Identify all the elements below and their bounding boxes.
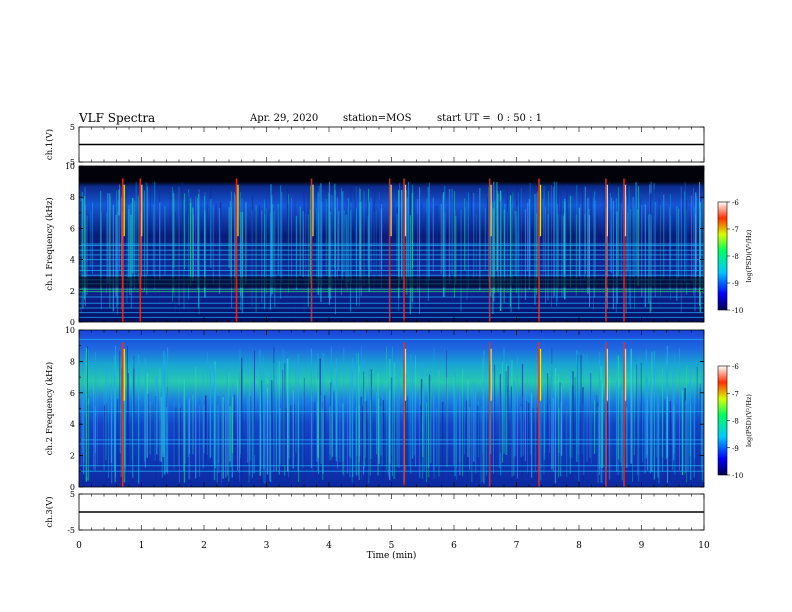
colorbar-tick-label: -7 <box>732 226 739 234</box>
x-tick-label: 5 <box>389 541 395 551</box>
y-tick-label: 5 <box>70 490 75 499</box>
y-tick-label: 10 <box>65 326 75 335</box>
station-label: station=MOS <box>343 113 412 124</box>
colorbar-tick-label: -10 <box>732 307 743 315</box>
colorbar-label: log(PSD)(V²/Hz) <box>745 229 753 282</box>
colorbar <box>717 365 728 476</box>
figure-title: VLF Spectra <box>79 111 156 125</box>
colorbar-tick-label: -6 <box>732 363 739 371</box>
x-tick-label: 2 <box>201 541 207 551</box>
colorbar-tick-label: -8 <box>732 418 739 426</box>
x-tick-label: 6 <box>451 541 457 551</box>
colorbar-tick-label: -7 <box>732 390 739 398</box>
date-label: Apr. 29, 2020 <box>250 113 319 124</box>
y-tick-label: 2 <box>70 287 75 296</box>
colorbar-tick-label: -8 <box>732 253 739 261</box>
y-tick-label: 6 <box>70 224 75 233</box>
y-tick-label: 4 <box>70 256 75 265</box>
y-tick-label: 8 <box>70 193 75 202</box>
y-axis-label: ch.1(V) <box>44 129 55 160</box>
colorbar-tick-label: -10 <box>732 472 743 480</box>
y-tick-label: 0 <box>70 483 75 492</box>
colorbar-tick-label: -6 <box>732 199 739 207</box>
dark-band <box>79 276 704 288</box>
x-tick-label: 4 <box>326 541 332 551</box>
x-axis-label: Time (min) <box>367 550 417 561</box>
y-tick-label: 4 <box>70 420 75 429</box>
x-tick-label: 9 <box>639 541 645 551</box>
x-tick-label: 10 <box>698 541 710 551</box>
y-tick-label: 5 <box>70 123 75 132</box>
x-tick-label: 1 <box>139 541 145 551</box>
y-tick-label: 8 <box>70 357 75 366</box>
y-tick-label: 10 <box>65 162 75 171</box>
y-tick-label: -5 <box>67 158 75 167</box>
colorbar-tick-label: -9 <box>732 280 739 288</box>
y-axis-label: ch.2 Frequency (kHz) <box>44 362 55 455</box>
x-tick-label: 8 <box>576 541 582 551</box>
x-tick-label: 7 <box>514 541 520 551</box>
y-axis-label: ch.1 Frequency (kHz) <box>44 197 55 290</box>
y-tick-label: 0 <box>70 318 75 327</box>
x-tick-label: 3 <box>264 541 270 551</box>
colorbar-tick-label: -9 <box>732 445 739 453</box>
y-tick-label: 2 <box>70 452 75 461</box>
x-tick-label: 0 <box>76 541 82 551</box>
y-axis-label: ch.3(V) <box>44 496 55 527</box>
y-tick-label: 6 <box>70 389 75 398</box>
colorbar-label: log(PSD)(V²/Hz) <box>745 394 753 447</box>
y-tick-label: -5 <box>67 526 75 535</box>
colorbar <box>717 201 728 311</box>
start-time-label: start UT = 0 : 50 : 1 <box>437 113 543 124</box>
